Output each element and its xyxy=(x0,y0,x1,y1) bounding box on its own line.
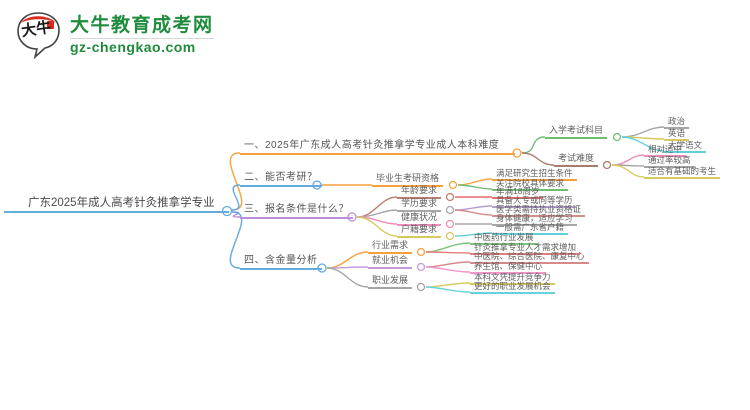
link-edu-medical-cert xyxy=(454,209,493,216)
leaf-school-requirements[interactable]: 关注院校具体要求 xyxy=(492,178,569,191)
node-education-requirement[interactable]: 学历要求 xyxy=(397,198,442,212)
branch3-title[interactable]: 三、报名条件是什么？ xyxy=(240,204,353,219)
node-health-status[interactable]: 健康状况 xyxy=(397,212,442,226)
node-expander-residence[interactable] xyxy=(445,231,455,241)
link-residence-gd xyxy=(454,232,493,237)
link-difficulty-moderate xyxy=(611,154,645,166)
leaf-tcm-industry[interactable]: 中医药行业发展 xyxy=(470,232,538,245)
node-exam-subjects[interactable]: 入学考试科目 xyxy=(545,125,608,139)
node-residence-requirement[interactable]: 户籍要求 xyxy=(397,224,442,238)
root-node[interactable]: 广东2025年成人高考针灸推拿学专业 xyxy=(4,196,229,213)
link-difficulty-suitable xyxy=(611,164,645,178)
svg-text:大牛: 大牛 xyxy=(20,18,52,40)
link-root-branch2 xyxy=(231,184,241,211)
link-b1-exam-difficulty xyxy=(521,152,555,166)
node-expander-employment[interactable] xyxy=(416,262,426,272)
leaf-college-degree[interactable]: 具备大专或同等学历 xyxy=(492,195,577,208)
node-exam-difficulty[interactable]: 考试难度 xyxy=(554,153,599,167)
leaf-wellness-centers[interactable]: 养生馆、保健中心 xyxy=(470,261,547,274)
node-expander-postgrad[interactable] xyxy=(448,180,458,190)
leaf-moderate[interactable]: 相对适中 xyxy=(644,144,687,157)
node-expander-industry[interactable] xyxy=(416,247,426,257)
node-age-requirement[interactable]: 年龄要求 xyxy=(397,185,442,199)
link-b3-residence xyxy=(356,216,398,237)
branch2-title[interactable]: 二、能否考研？ xyxy=(240,172,322,187)
link-b1-exam-subjects xyxy=(521,136,546,154)
leaf-age-18[interactable]: 年满18周岁 xyxy=(492,186,544,199)
node-expander-education[interactable] xyxy=(445,205,455,215)
site-name: 大牛教育成考网 xyxy=(70,14,214,36)
leaf-college-chinese[interactable]: 大学语文 xyxy=(664,140,707,153)
logo-text-block: 大牛教育成考网 gz-chengkao.com xyxy=(70,15,214,56)
link-employment-wellness xyxy=(425,266,471,273)
link-edu-college xyxy=(454,205,493,211)
link-b4-career xyxy=(326,267,369,288)
link-subjects-politics xyxy=(621,126,665,138)
leaf-postgrad-conditions[interactable]: 满足研究生招生条件 xyxy=(492,168,577,181)
site-logo[interactable]: 大牛 大牛教育成考网 gz-chengkao.com xyxy=(14,10,214,60)
node-expander-age[interactable] xyxy=(445,192,455,202)
leaf-guangdong-residence[interactable]: 一般需广东省户籍 xyxy=(492,222,569,235)
node-expander-career[interactable] xyxy=(416,282,426,292)
leaf-hospitals[interactable]: 中医院、综合医院、康复中心 xyxy=(470,251,589,264)
leaf-better-career[interactable]: 更好的职业发展机会 xyxy=(470,281,555,294)
link-employment-hospitals xyxy=(425,261,471,268)
leaf-healthy[interactable]: 身体健康，适应学习 xyxy=(492,213,577,226)
node-employment-opportunities[interactable]: 就业机会 xyxy=(368,255,413,269)
link-root-branch4 xyxy=(229,211,243,269)
link-career-diploma xyxy=(425,282,471,288)
bull-speech-bubble-icon: 大牛 xyxy=(17,12,60,60)
branch4-title[interactable]: 四、含金量分析 xyxy=(240,255,322,270)
link-industry-demand xyxy=(425,251,471,254)
link-industry-tcm xyxy=(425,242,471,253)
link-career-better xyxy=(425,286,471,293)
node-industry-demand[interactable]: 行业需求 xyxy=(368,240,413,254)
node-expander-exam-difficulty[interactable] xyxy=(602,160,612,170)
link-subjects-chinese xyxy=(621,136,665,152)
node-expander-exam-subjects[interactable] xyxy=(612,132,622,142)
leaf-politics[interactable]: 政治 xyxy=(664,116,690,129)
node-postgrad-eligibility[interactable]: 毕业生考研资格 xyxy=(372,173,444,187)
link-postgrad-conditions xyxy=(457,178,493,186)
branch1-title[interactable]: 一、2025年广东成人高考针灸推拿学专业成人本科难度 xyxy=(240,140,516,155)
leaf-english[interactable]: 英语 xyxy=(664,128,690,141)
link-postgrad-school-req xyxy=(457,184,493,190)
site-url: gz-chengkao.com xyxy=(70,37,214,56)
leaf-diploma-competitiveness[interactable]: 本科文凭提升竞争力 xyxy=(470,272,555,285)
leaf-talent-demand[interactable]: 针灸推拿专业人才需求增加 xyxy=(470,242,581,255)
leaf-medical-cert[interactable]: 医学类需持执业资格证 xyxy=(492,204,586,217)
leaf-suitable-students[interactable]: 适合有基础的考生 xyxy=(644,166,721,179)
leaf-pass-rate[interactable]: 通过率较高 xyxy=(644,155,695,168)
node-expander-health[interactable] xyxy=(445,219,455,229)
node-career-development[interactable]: 职业发展 xyxy=(368,275,413,289)
link-b4-industry xyxy=(326,251,369,269)
